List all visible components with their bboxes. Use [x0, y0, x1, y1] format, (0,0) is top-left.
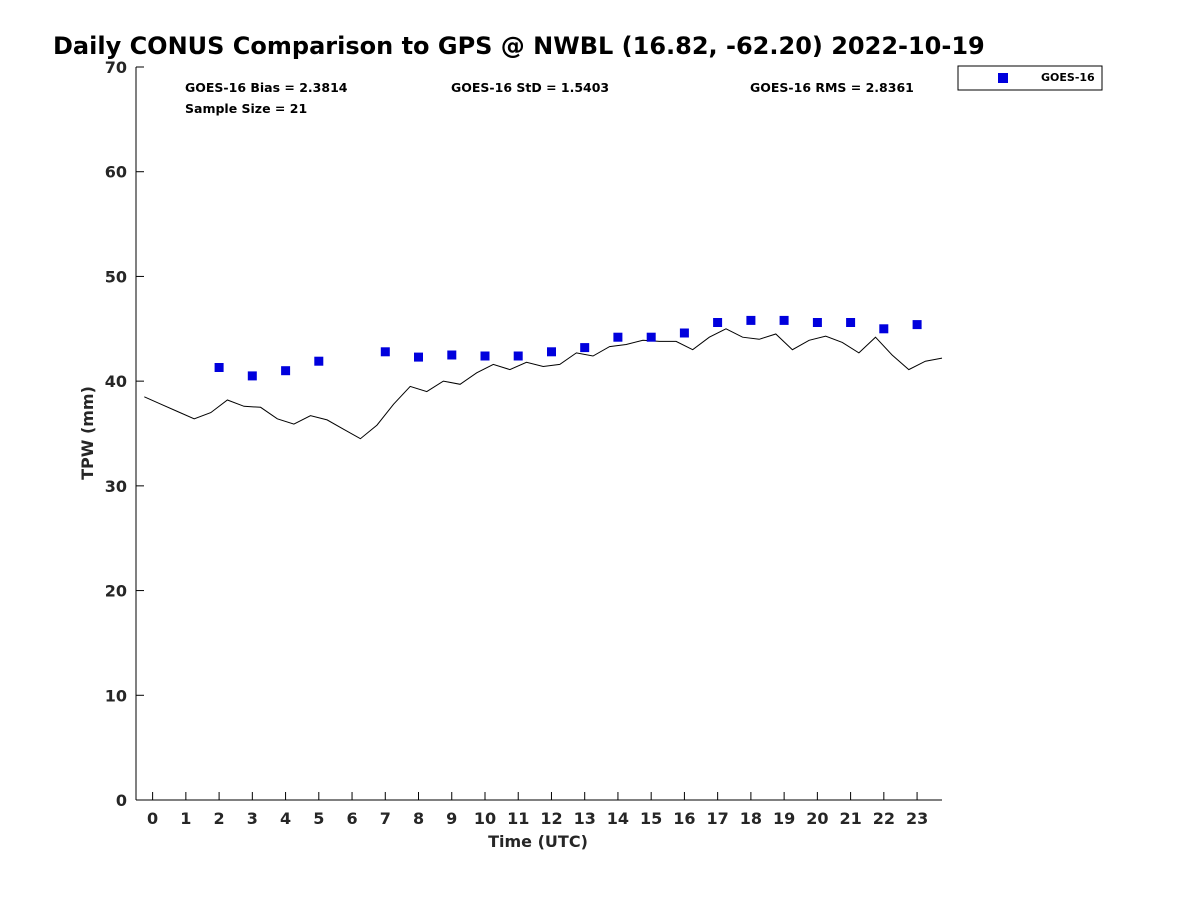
- x-tick-label: 9: [446, 809, 457, 828]
- goes16-point: [547, 347, 556, 357]
- x-tick-label: 7: [380, 809, 391, 828]
- y-tick-label: 10: [105, 686, 127, 705]
- chart-title: Daily CONUS Comparison to GPS @ NWBL (16…: [53, 32, 985, 60]
- x-axis-label: Time (UTC): [488, 832, 588, 851]
- x-tick-label: 23: [906, 809, 928, 828]
- legend-box: [957, 65, 1103, 91]
- x-tick-label: 14: [607, 809, 629, 828]
- goes16-point: [646, 332, 656, 342]
- stat-rms: GOES-16 RMS = 2.8361: [750, 80, 914, 95]
- goes16-point: [779, 315, 789, 325]
- goes16-point: [746, 315, 756, 325]
- gps-line-series: [144, 328, 943, 440]
- x-tick-label: 19: [773, 809, 795, 828]
- x-tick-label: 15: [640, 809, 662, 828]
- x-tick-label: 20: [806, 809, 828, 828]
- x-tick-label: 22: [873, 809, 895, 828]
- goes16-point: [580, 343, 590, 353]
- y-tick-label: 40: [105, 372, 127, 391]
- gps-line: [144, 328, 943, 440]
- y-tick-label: 60: [105, 163, 127, 182]
- x-tick-label: 18: [740, 809, 762, 828]
- goes16-point: [912, 320, 922, 330]
- goes16-point: [879, 324, 889, 334]
- y-tick-label: 30: [105, 477, 127, 496]
- goes16-point: [846, 318, 856, 327]
- stat-bias: GOES-16 Bias = 2.3814: [185, 80, 348, 95]
- x-tick-label: 2: [214, 809, 225, 828]
- x-tick-label: 21: [839, 809, 861, 828]
- goes16-point: [314, 356, 324, 366]
- goes16-point: [447, 350, 457, 360]
- y-ticks: 0 10 20 30 40 50 60 70: [105, 58, 144, 810]
- x-tick-label: 13: [574, 809, 596, 828]
- y-tick-label: 50: [105, 267, 127, 286]
- goes16-point: [281, 366, 291, 376]
- goes16-point: [214, 363, 224, 372]
- y-tick-label: 0: [116, 791, 127, 810]
- legend-marker: [998, 73, 1008, 83]
- x-tick-label: 16: [673, 809, 695, 828]
- x-tick-label: 1: [180, 809, 191, 828]
- x-tick-label: 17: [707, 809, 729, 828]
- goes16-point: [679, 328, 689, 338]
- goes16-point: [812, 318, 822, 327]
- y-tick-label: 20: [105, 582, 127, 601]
- goes16-point: [247, 371, 257, 381]
- x-tick-label: 5: [313, 809, 324, 828]
- x-tick-label: 12: [540, 809, 562, 828]
- x-ticks: 0 1 2 3 4 5 6 7 8 9 10 11 12 13 14 15 16 17 18 19 20 21 22 23: [147, 792, 928, 828]
- x-tick-label: 4: [280, 809, 291, 828]
- y-axis-label: TPW (mm): [78, 386, 97, 480]
- y-tick-label: 70: [105, 58, 127, 77]
- goes16-point: [380, 347, 390, 357]
- x-tick-label: 0: [147, 809, 158, 828]
- goes16-point: [613, 332, 623, 342]
- x-tick-label: 6: [346, 809, 357, 828]
- stat-std: GOES-16 StD = 1.5403: [451, 80, 609, 95]
- x-tick-label: 3: [247, 809, 258, 828]
- x-tick-label: 11: [507, 809, 529, 828]
- goes16-point: [513, 351, 523, 361]
- legend: GOES-16: [957, 65, 1103, 91]
- goes16-point: [480, 351, 490, 361]
- goes16-point: [414, 352, 423, 362]
- goes16-point: [713, 318, 723, 327]
- x-tick-label: 10: [474, 809, 496, 828]
- x-tick-label: 8: [413, 809, 424, 828]
- legend-entry-goes16: GOES-16: [1041, 71, 1095, 84]
- goes16-scatter-series: [214, 315, 922, 381]
- stat-sample-size: Sample Size = 21: [185, 101, 307, 116]
